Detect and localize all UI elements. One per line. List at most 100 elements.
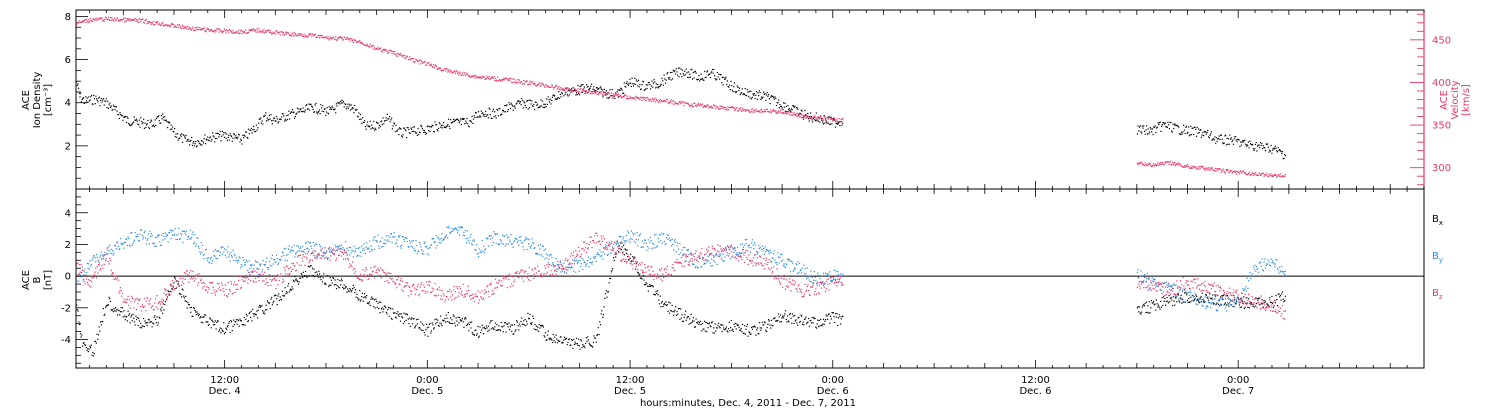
data-point <box>594 92 596 94</box>
data-point <box>349 38 351 40</box>
data-point <box>505 243 507 245</box>
data-point <box>510 102 512 104</box>
data-point <box>473 240 475 242</box>
data-point <box>1168 163 1170 165</box>
data-point <box>399 52 402 55</box>
data-point <box>223 333 226 335</box>
data-point <box>1167 161 1169 163</box>
data-point <box>78 22 80 24</box>
data-point <box>328 38 330 40</box>
data-point <box>668 78 670 80</box>
data-point <box>391 318 393 320</box>
data-point <box>276 31 278 33</box>
data-point <box>1155 309 1157 311</box>
data-point <box>393 123 396 125</box>
data-point <box>391 53 393 55</box>
data-point <box>806 116 808 118</box>
data-point <box>200 144 202 146</box>
data-point <box>517 100 519 102</box>
data-point <box>561 88 563 90</box>
data-point <box>532 317 535 319</box>
data-point <box>625 86 627 88</box>
data-point <box>127 310 129 312</box>
data-point <box>487 117 489 119</box>
data-point <box>178 24 181 26</box>
data-point <box>250 29 252 31</box>
data-point <box>1257 297 1260 299</box>
data-point <box>433 131 435 133</box>
data-point <box>331 282 333 284</box>
data-point <box>338 287 340 289</box>
data-point <box>200 140 202 142</box>
data-point <box>395 242 397 244</box>
data-point <box>720 105 723 107</box>
data-point <box>108 18 110 20</box>
data-point <box>340 36 342 38</box>
data-point <box>144 230 146 232</box>
data-point <box>648 81 650 84</box>
data-point <box>435 318 437 320</box>
data-point <box>419 243 421 245</box>
data-point <box>414 131 416 133</box>
data-point <box>1208 301 1210 304</box>
data-point <box>499 80 502 82</box>
data-point <box>556 98 558 100</box>
data-point <box>213 136 215 138</box>
data-point <box>487 77 490 79</box>
data-point <box>271 265 273 267</box>
data-point <box>775 97 777 100</box>
data-point <box>1232 306 1234 308</box>
data-point <box>584 346 586 349</box>
data-point <box>265 304 267 306</box>
data-point <box>303 251 305 253</box>
data-point <box>841 316 843 318</box>
data-point <box>330 247 333 249</box>
data-point <box>598 333 600 336</box>
data-point <box>133 317 135 319</box>
data-point <box>132 313 134 315</box>
data-point <box>816 323 818 325</box>
data-point <box>1199 129 1201 131</box>
data-point <box>141 123 143 125</box>
data-point <box>203 27 205 29</box>
data-point <box>513 81 516 83</box>
data-point <box>142 122 144 124</box>
data-point <box>94 19 96 21</box>
data-point <box>97 338 99 340</box>
data-point <box>184 137 186 139</box>
data-point <box>1222 170 1224 172</box>
data-point <box>107 16 109 18</box>
data-point <box>383 242 385 245</box>
data-point <box>525 325 527 327</box>
data-point <box>607 91 609 93</box>
data-point <box>704 77 706 79</box>
data-point <box>305 35 307 37</box>
data-point <box>235 260 237 262</box>
data-point <box>396 130 398 132</box>
data-point <box>724 78 726 80</box>
data-point <box>744 325 746 327</box>
data-point <box>196 28 198 31</box>
data-point <box>95 342 97 344</box>
data-point <box>421 60 423 62</box>
data-point <box>1178 126 1180 128</box>
data-point <box>521 242 523 244</box>
data-point <box>802 118 805 120</box>
data-point <box>207 139 209 141</box>
data-point <box>224 331 226 333</box>
data-point <box>157 234 159 236</box>
data-point <box>504 105 506 107</box>
data-point <box>290 35 292 37</box>
data-point <box>317 35 319 37</box>
data-point <box>603 94 605 97</box>
data-point <box>136 18 138 21</box>
data-point <box>461 319 463 321</box>
data-point <box>247 269 249 272</box>
data-point <box>423 131 425 134</box>
data-point <box>130 124 133 126</box>
data-point <box>383 242 385 244</box>
data-point <box>473 239 475 241</box>
data-point <box>354 250 357 252</box>
data-point <box>119 314 121 316</box>
data-point <box>639 99 641 101</box>
